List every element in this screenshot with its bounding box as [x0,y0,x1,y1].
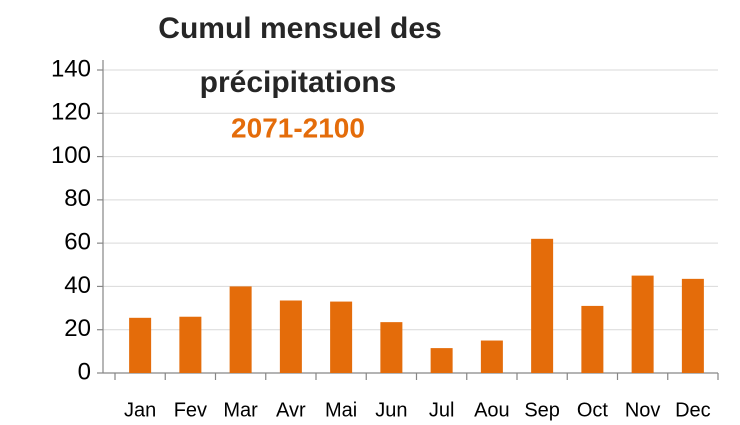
chart-title: précipitations [200,66,397,99]
x-tick-label: Avr [276,399,306,421]
x-tick-label: Mar [223,399,258,421]
bar [179,316,202,373]
bar [330,301,353,373]
x-tick-label: Dec [675,399,711,421]
bar [681,278,704,373]
x-tick-label: Jan [124,399,156,421]
y-tick-label: 0 [78,358,91,385]
bar [279,300,302,373]
y-tick-label: 140 [51,55,91,82]
bar [129,317,152,373]
y-tick-label: 20 [64,315,91,342]
chart-title: Cumul mensuel des [158,12,441,45]
bar [631,275,654,373]
y-tick-label: 40 [64,272,91,299]
bar [531,238,554,373]
bar [229,286,252,373]
x-tick-label: Fev [174,399,207,421]
bar [480,340,503,373]
y-tick-label: 120 [51,99,91,126]
x-tick-label: Nov [625,399,661,421]
x-tick-label: Jul [429,399,455,421]
x-tick-label: Jun [375,399,407,421]
y-tick-label: 80 [64,185,91,212]
bar [581,305,604,373]
bar [430,348,453,373]
y-tick-label: 100 [51,142,91,169]
bar [380,322,403,373]
x-tick-label: Sep [524,399,560,421]
x-tick-label: Oct [577,399,609,421]
y-tick-label: 60 [64,228,91,255]
x-tick-label: Mai [325,399,357,421]
chart-subtitle: 2071-2100 [231,112,365,143]
x-tick-label: Aou [474,399,510,421]
